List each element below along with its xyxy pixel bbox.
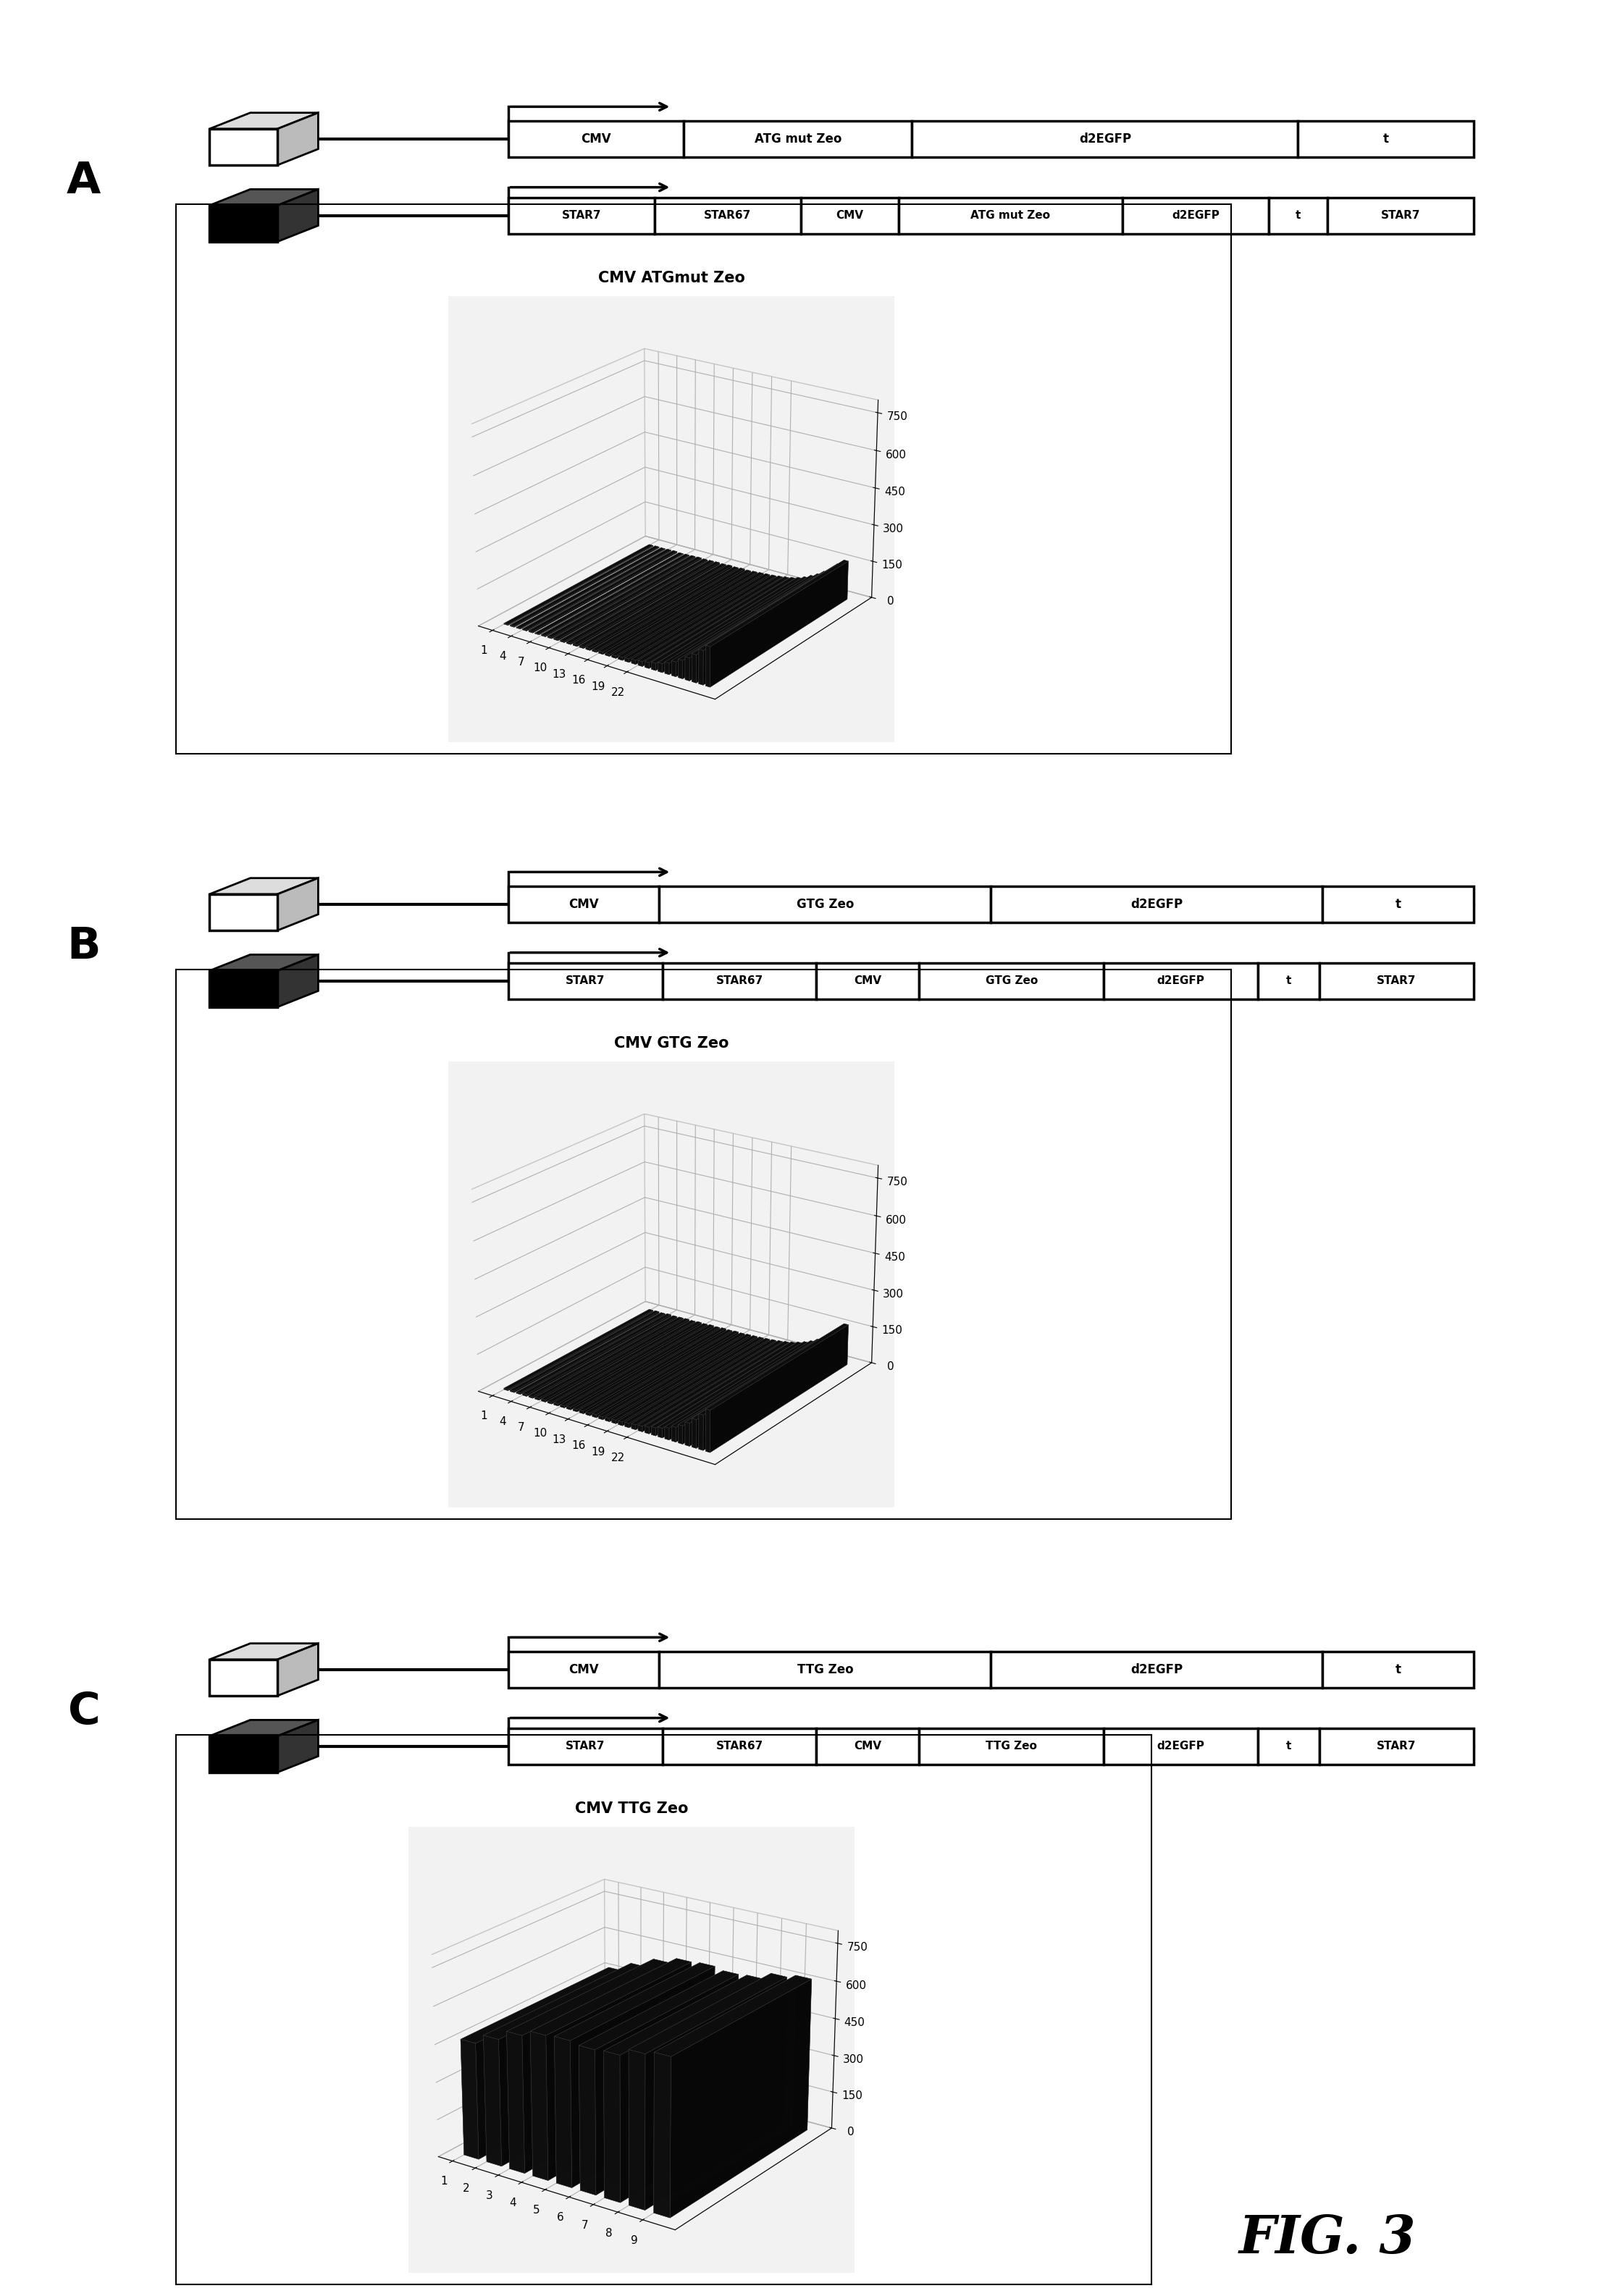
Polygon shape <box>209 893 278 930</box>
Text: t: t <box>1295 209 1300 220</box>
Text: t: t <box>1396 898 1401 912</box>
Text: CMV: CMV <box>854 1740 881 1752</box>
Bar <box>919 962 1103 999</box>
Bar <box>1298 122 1474 156</box>
Text: CMV: CMV <box>569 1662 600 1676</box>
Text: STAR7: STAR7 <box>1380 209 1420 220</box>
Bar <box>1103 962 1258 999</box>
Bar <box>508 122 684 156</box>
Text: C: C <box>69 1690 101 1733</box>
Text: FIG. 3: FIG. 3 <box>1239 2213 1415 2264</box>
Bar <box>1322 1651 1474 1688</box>
Polygon shape <box>209 877 318 893</box>
Text: t: t <box>1396 1662 1401 1676</box>
Bar <box>817 962 919 999</box>
Bar <box>508 1651 659 1688</box>
Text: STAR67: STAR67 <box>716 976 763 987</box>
Bar <box>508 1729 662 1763</box>
Text: TTG Zeo: TTG Zeo <box>987 1740 1038 1752</box>
Bar <box>1258 1729 1319 1763</box>
Text: STAR7: STAR7 <box>566 976 604 987</box>
Bar <box>508 962 662 999</box>
Bar <box>654 197 801 234</box>
Text: CMV: CMV <box>836 209 863 220</box>
Title: CMV GTG Zeo: CMV GTG Zeo <box>614 1035 729 1052</box>
Text: d2EGFP: d2EGFP <box>1158 976 1204 987</box>
Polygon shape <box>209 971 278 1008</box>
Text: STAR7: STAR7 <box>566 1740 604 1752</box>
Polygon shape <box>209 955 318 971</box>
Polygon shape <box>278 955 318 1008</box>
Text: d2EGFP: d2EGFP <box>1172 209 1220 220</box>
Text: STAR7: STAR7 <box>1377 976 1417 987</box>
Text: CMV: CMV <box>854 976 881 987</box>
Text: STAR67: STAR67 <box>716 1740 763 1752</box>
Polygon shape <box>209 1736 278 1773</box>
Bar <box>1319 1729 1474 1763</box>
Text: t: t <box>1383 133 1388 145</box>
Title: CMV TTG Zeo: CMV TTG Zeo <box>576 1802 688 1816</box>
Bar <box>684 122 911 156</box>
Polygon shape <box>209 129 278 165</box>
Polygon shape <box>278 113 318 165</box>
Text: ATG mut Zeo: ATG mut Zeo <box>971 209 1051 220</box>
Bar <box>1258 962 1319 999</box>
Polygon shape <box>278 1720 318 1773</box>
Polygon shape <box>209 113 318 129</box>
Text: B: B <box>67 925 101 969</box>
Bar <box>911 122 1298 156</box>
Bar <box>1322 886 1474 923</box>
Text: GTG Zeo: GTG Zeo <box>796 898 854 912</box>
Text: STAR67: STAR67 <box>704 209 752 220</box>
Text: STAR7: STAR7 <box>561 209 601 220</box>
Text: d2EGFP: d2EGFP <box>1130 898 1183 912</box>
Bar <box>1327 197 1474 234</box>
Polygon shape <box>209 188 318 204</box>
Bar <box>1103 1729 1258 1763</box>
Bar <box>1122 197 1268 234</box>
Text: A: A <box>67 161 101 202</box>
Text: d2EGFP: d2EGFP <box>1158 1740 1204 1752</box>
Polygon shape <box>209 1720 318 1736</box>
Text: STAR7: STAR7 <box>1377 1740 1417 1752</box>
Text: ATG mut Zeo: ATG mut Zeo <box>755 133 841 145</box>
Polygon shape <box>209 204 278 241</box>
Bar <box>801 197 899 234</box>
Text: CMV: CMV <box>580 133 611 145</box>
Title: CMV ATGmut Zeo: CMV ATGmut Zeo <box>598 271 745 285</box>
Bar <box>817 1729 919 1763</box>
Bar <box>659 886 991 923</box>
Text: TTG Zeo: TTG Zeo <box>796 1662 854 1676</box>
Bar <box>919 1729 1103 1763</box>
Polygon shape <box>209 1644 318 1660</box>
Text: d2EGFP: d2EGFP <box>1079 133 1130 145</box>
Text: t: t <box>1286 976 1292 987</box>
Bar <box>662 1729 817 1763</box>
Polygon shape <box>209 1660 278 1697</box>
Text: CMV: CMV <box>569 898 600 912</box>
Bar <box>1319 962 1474 999</box>
Bar <box>1268 197 1327 234</box>
Bar <box>991 1651 1322 1688</box>
Polygon shape <box>278 1644 318 1697</box>
Bar <box>899 197 1122 234</box>
Bar <box>508 197 654 234</box>
Polygon shape <box>278 188 318 241</box>
Bar <box>508 886 659 923</box>
Text: t: t <box>1286 1740 1292 1752</box>
Bar <box>991 886 1322 923</box>
Text: GTG Zeo: GTG Zeo <box>985 976 1038 987</box>
Bar <box>662 962 817 999</box>
Text: d2EGFP: d2EGFP <box>1130 1662 1183 1676</box>
Bar <box>659 1651 991 1688</box>
Polygon shape <box>278 877 318 930</box>
